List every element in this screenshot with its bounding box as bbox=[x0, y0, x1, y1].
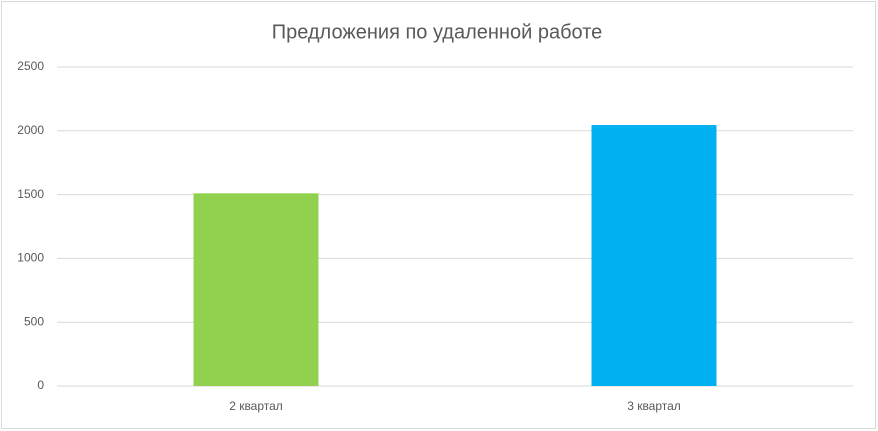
x-tick-label: 3 квартал bbox=[627, 399, 681, 413]
y-tick-label: 0 bbox=[37, 378, 44, 392]
bar bbox=[591, 125, 717, 387]
bar bbox=[193, 193, 319, 386]
y-tick-label: 1500 bbox=[17, 187, 44, 201]
y-tick-label: 1000 bbox=[17, 251, 44, 265]
y-tick-label: 2500 bbox=[17, 59, 44, 73]
chart-title: Предложения по удаленной работе bbox=[272, 21, 603, 43]
y-tick-label: 2000 bbox=[17, 123, 44, 137]
y-tick-label: 500 bbox=[24, 314, 44, 328]
x-tick-label: 2 квартал bbox=[229, 399, 283, 413]
